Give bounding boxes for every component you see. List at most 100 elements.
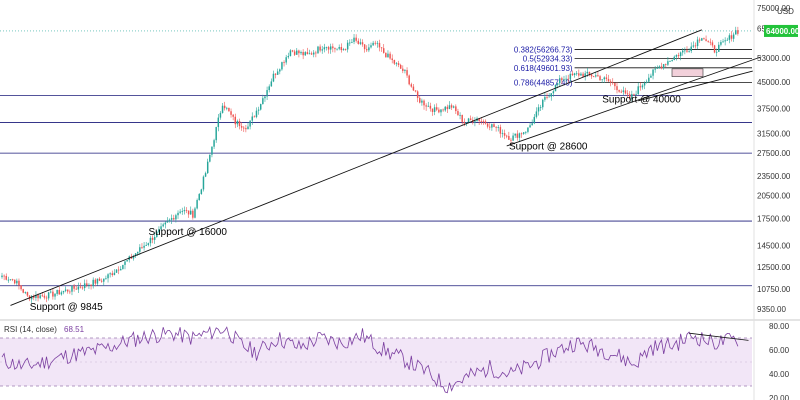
candle-body [24, 292, 27, 293]
candle-body [631, 94, 633, 100]
candle-body [603, 77, 606, 80]
candle-body [88, 284, 90, 286]
candle-body [565, 78, 567, 80]
candle-body [249, 120, 251, 127]
candle-body [586, 71, 589, 74]
candle-body [69, 291, 71, 293]
candle-body [346, 42, 349, 50]
candle-body [597, 75, 599, 77]
candle-body [497, 127, 499, 128]
candle-body [325, 47, 328, 48]
candle-body [452, 106, 455, 108]
candle-body [368, 47, 370, 51]
candle-body [665, 64, 667, 65]
candle-body [467, 118, 470, 123]
candle-body [709, 41, 712, 43]
candle-body [340, 47, 343, 51]
candle-body [266, 90, 268, 97]
candle-body [200, 189, 203, 195]
candle-body [484, 121, 487, 124]
candle-body [323, 47, 326, 50]
candle-body [366, 49, 368, 51]
candle-body [11, 279, 14, 281]
candle-body [546, 96, 548, 98]
candle-body [718, 44, 720, 52]
candle-body [423, 100, 425, 106]
candle-body [194, 208, 196, 218]
price-tick-label: 45000.00 [757, 78, 791, 87]
candle-body [380, 47, 383, 49]
candle-body [134, 253, 137, 256]
candle-body [720, 42, 722, 45]
candle-body [474, 121, 476, 123]
candle-body [73, 285, 75, 289]
candle-body [527, 127, 529, 132]
candle-body [302, 52, 304, 56]
candle-body [480, 120, 483, 122]
candle-body [535, 111, 538, 117]
rsi-title: RSI (14, close) [4, 325, 57, 334]
candle-body [737, 30, 739, 34]
candle-body [103, 278, 105, 282]
candle-body [372, 42, 374, 46]
candle-body [351, 41, 353, 43]
price-tick-label: 14500.00 [757, 242, 791, 251]
candle-body [170, 218, 173, 220]
candle-body [518, 133, 521, 138]
candle-body [463, 121, 466, 124]
candle-body [192, 210, 194, 218]
candle-body [440, 109, 442, 113]
candle-body [272, 73, 275, 82]
candle-body [387, 53, 389, 58]
candle-body [412, 86, 415, 91]
candle-body [139, 247, 141, 252]
candle-body [730, 35, 733, 39]
candle-body [419, 97, 421, 103]
candle-body [457, 111, 459, 116]
candle-body [679, 52, 682, 57]
candle-body [705, 39, 707, 41]
candle-body [7, 279, 10, 281]
candle-body [641, 85, 644, 88]
candle-body [601, 79, 603, 81]
candle-body [433, 107, 436, 112]
candle-body [578, 73, 580, 76]
candle-body [633, 94, 635, 95]
candle-body [402, 68, 404, 72]
candle-body [539, 107, 542, 109]
candle-body [408, 75, 410, 85]
candle-body [50, 291, 52, 293]
candle-body [45, 297, 48, 299]
candle-body [556, 83, 559, 85]
candle-body [291, 50, 294, 52]
candle-body [349, 42, 351, 44]
candle-body [60, 292, 63, 295]
candle-body [156, 231, 158, 237]
candle-body [609, 81, 612, 83]
candle-body [614, 82, 616, 87]
candle-body [173, 218, 175, 220]
candle-body [117, 269, 120, 271]
candle-body [397, 63, 400, 65]
candle-body [283, 62, 285, 63]
candle-body [478, 118, 480, 121]
candle-body [459, 114, 461, 116]
candle-body [71, 285, 73, 292]
price-tick-label: 53000.00 [757, 54, 791, 63]
candle-body [293, 51, 296, 55]
candle-body [298, 50, 300, 54]
candle-body [1, 275, 3, 278]
candle-body [115, 269, 118, 273]
candle-body [215, 127, 217, 141]
trend-line-medium [506, 56, 762, 147]
candle-body [22, 289, 24, 293]
support-annotation: Support @ 9845 [30, 302, 103, 313]
candle-body [438, 109, 440, 113]
candle-body [425, 105, 427, 107]
candle-body [414, 90, 417, 92]
candle-body [41, 295, 44, 297]
rsi-tick-label: 40.00 [769, 370, 790, 379]
candle-body [662, 64, 665, 69]
